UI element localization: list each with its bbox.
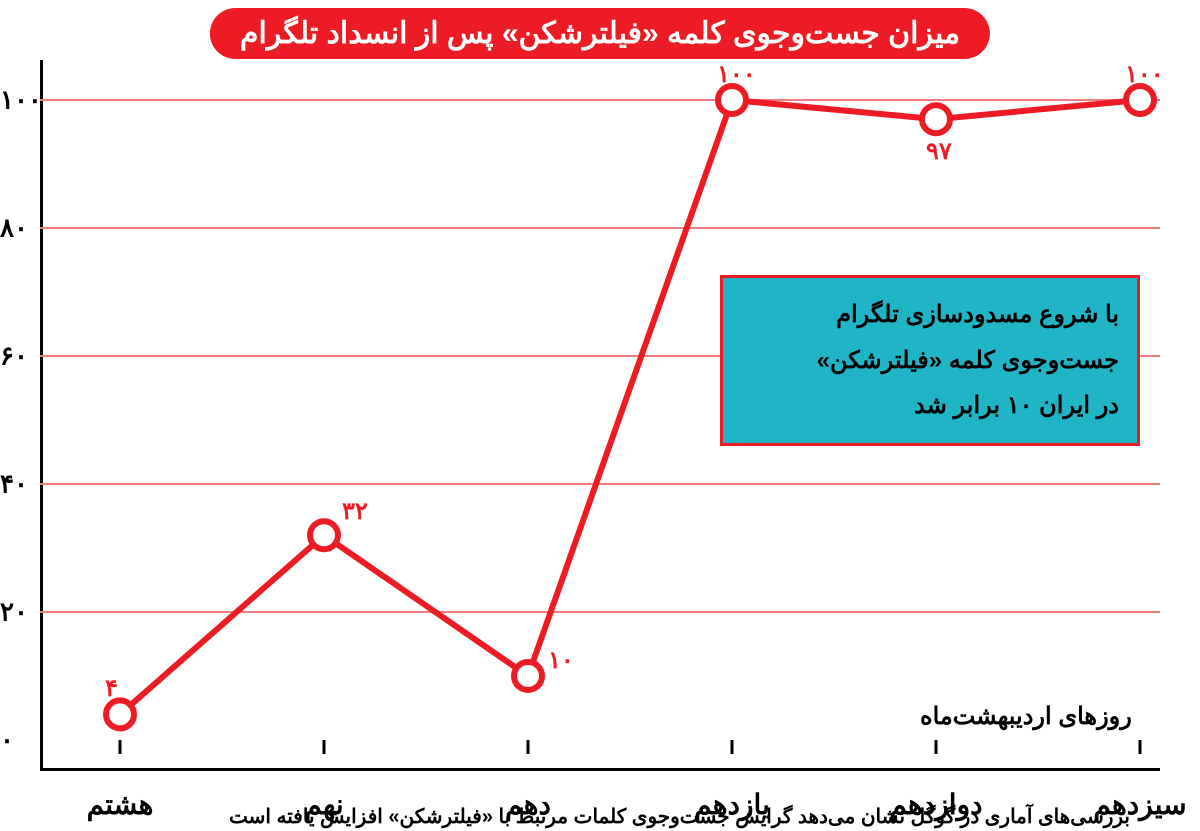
chart-caption: بررسی‌های آماری در گوگل نشان می‌دهد گرای… [229, 804, 1130, 829]
y-tick-label: ۲۰ [0, 597, 35, 628]
y-tick-label: ۴۰ [0, 469, 35, 500]
data-value-label: ۱۰۰ [1125, 60, 1164, 89]
y-tick-label: ۰ [0, 725, 35, 756]
chart-title: میزان جست‌وجوی کلمه «فیلترشکن» پس از انس… [210, 8, 990, 59]
data-value-label: ۱۰۰ [717, 60, 756, 89]
annotation-line: جست‌وجوی کلمه «فیلترشکن» [741, 338, 1119, 384]
annotation-line: با شروع مسدودسازی تلگرام [741, 292, 1119, 338]
data-value-label: ۴ [105, 674, 118, 703]
data-value-label: ۱۰ [548, 646, 574, 675]
annotation-line: در ایران ۱۰ برابر شد [741, 383, 1119, 429]
x-tick-label: هشتم [87, 788, 154, 821]
data-value-label: ۹۷ [926, 137, 952, 166]
y-tick-label: ۶۰ [0, 341, 35, 372]
annotation-box: با شروع مسدودسازی تلگرامجست‌وجوی کلمه «ف… [720, 275, 1140, 446]
x-axis-title: روزهای اردیبهشت‌ماه [920, 702, 1132, 731]
y-tick-label: ۱۰۰ [0, 85, 35, 116]
x-ticks [120, 740, 1140, 754]
chart-container: میزان جست‌وجوی کلمه «فیلترشکن» پس از انس… [0, 0, 1200, 831]
data-value-label: ۳۲ [342, 497, 368, 526]
y-tick-label: ۸۰ [0, 213, 35, 244]
